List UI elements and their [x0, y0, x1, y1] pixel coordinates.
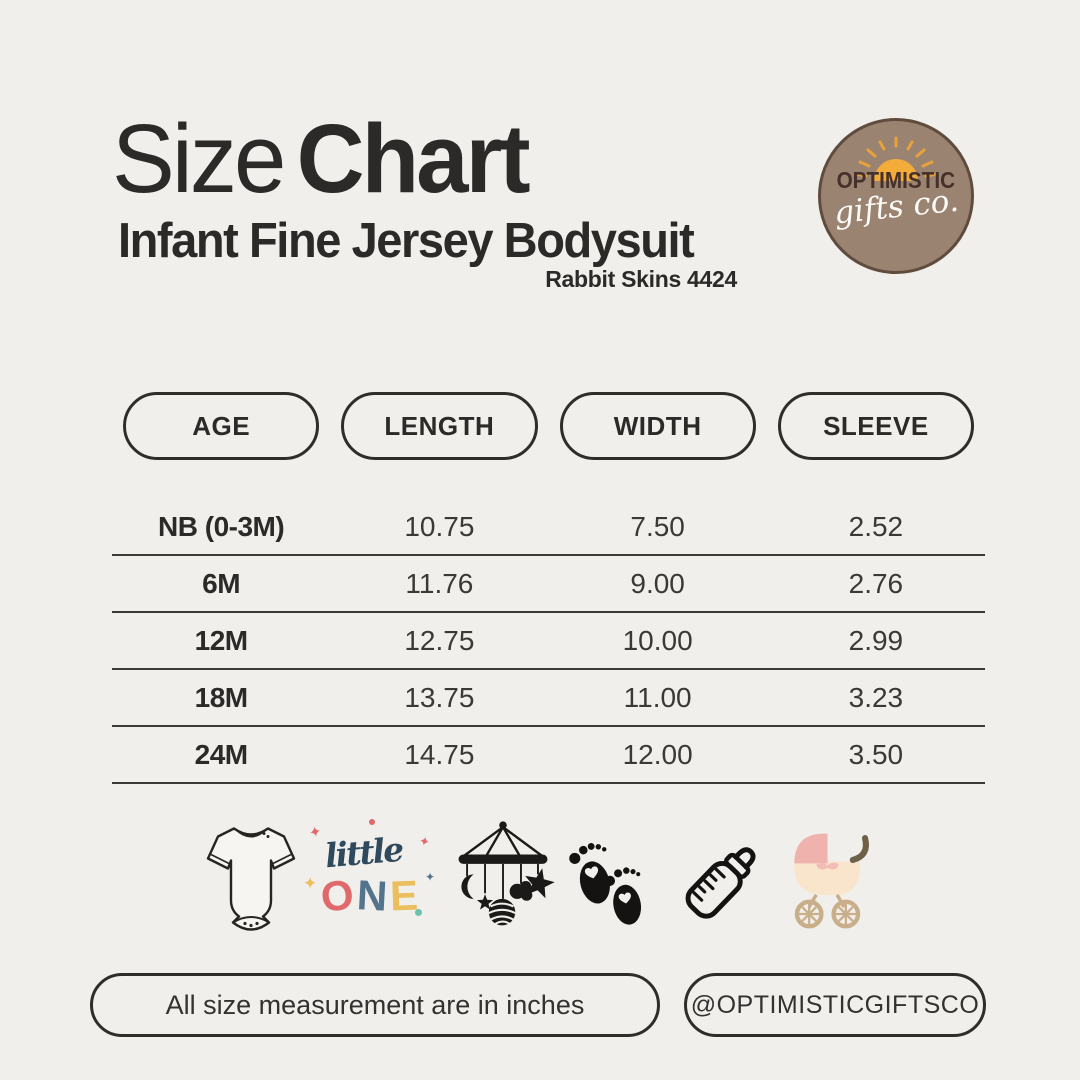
one-letter-e: E	[389, 871, 422, 920]
sleeve-cell: 2.52	[848, 510, 904, 542]
baby-bottle-icon	[685, 847, 756, 919]
column-header-age: AGE	[123, 392, 320, 460]
page-title: Size Chart	[112, 110, 531, 207]
star-decoration-icon: ✦	[307, 822, 324, 843]
length-cell: 12.75	[404, 624, 475, 656]
width-cell: 9.00	[630, 567, 685, 599]
one-word: ONE	[318, 870, 422, 921]
baby-footprints-icon	[569, 842, 642, 925]
product-code: Rabbit Skins 4424	[545, 266, 737, 292]
title-word-size: Size	[112, 104, 286, 213]
width-cell: 12.00	[622, 738, 693, 770]
age-cell: 6M	[202, 567, 241, 599]
star-decoration-icon: ✦	[417, 832, 432, 851]
baby-onesie-icon	[206, 827, 296, 931]
sleeve-cell: 2.76	[848, 567, 904, 599]
table-row: 6M 11.76 9.00 2.76	[112, 556, 985, 613]
sleeve-cell: 3.50	[848, 738, 904, 770]
table-body: NB (0-3M) 10.75 7.50 2.52 6M 11.76 9.00 …	[112, 499, 985, 784]
sleeve-cell: 3.23	[848, 681, 904, 713]
table-row: 24M 14.75 12.00 3.50	[112, 727, 985, 784]
one-letter-n: N	[355, 871, 392, 920]
column-header-sleeve: SLEEVE	[777, 392, 974, 460]
baby-stroller-icon	[794, 833, 869, 929]
width-cell: 7.50	[630, 510, 685, 542]
title-word-chart: Chart	[296, 104, 531, 213]
size-table: AGE LENGTH WIDTH SLEEVE NB (0-3M) 10.75 …	[112, 392, 985, 784]
star-decoration-icon: ✦	[425, 870, 436, 884]
baby-mobile-icon	[458, 821, 555, 926]
logo-brand-name: OPTIMISTIC	[836, 167, 956, 193]
sleeve-cell: 2.99	[848, 624, 904, 656]
table-row: 18M 13.75 11.00 3.23	[112, 670, 985, 727]
age-cell: NB (0-3M)	[158, 510, 285, 542]
length-cell: 11.76	[405, 567, 474, 599]
width-cell: 11.00	[623, 681, 692, 713]
little-one-lettering: ✦ ✦ ✦ ✦ little ONE	[303, 817, 441, 943]
length-cell: 13.75	[404, 681, 475, 713]
length-cell: 10.75	[404, 510, 475, 542]
dot-decoration	[369, 819, 375, 825]
age-cell: 12M	[194, 624, 248, 656]
sun-icon	[854, 136, 938, 181]
table-header-row: AGE LENGTH WIDTH SLEEVE	[112, 392, 985, 460]
brand-logo: OPTIMISTIC gifts co.	[818, 118, 974, 274]
star-decoration-icon: ✦	[303, 874, 318, 893]
column-header-length: LENGTH	[341, 392, 538, 460]
column-header-width: WIDTH	[559, 392, 756, 460]
little-word: little	[323, 829, 404, 876]
age-cell: 18M	[194, 681, 248, 713]
product-subtitle: Infant Fine Jersey Bodysuit	[118, 214, 695, 268]
length-cell: 14.75	[404, 738, 475, 770]
table-row: NB (0-3M) 10.75 7.50 2.52	[112, 499, 985, 556]
measurement-note-pill: All size measurement are in inches	[90, 973, 660, 1037]
one-letter-o: O	[318, 870, 359, 921]
width-cell: 10.00	[622, 624, 693, 656]
social-handle-pill: @OPTIMISTICGIFTSCO	[684, 973, 986, 1037]
table-row: 12M 12.75 10.00 2.99	[112, 613, 985, 670]
baby-icons-strip: ✦ ✦ ✦ ✦ little ONE	[0, 814, 1080, 946]
age-cell: 24M	[194, 738, 248, 770]
dot-decoration	[415, 909, 422, 916]
